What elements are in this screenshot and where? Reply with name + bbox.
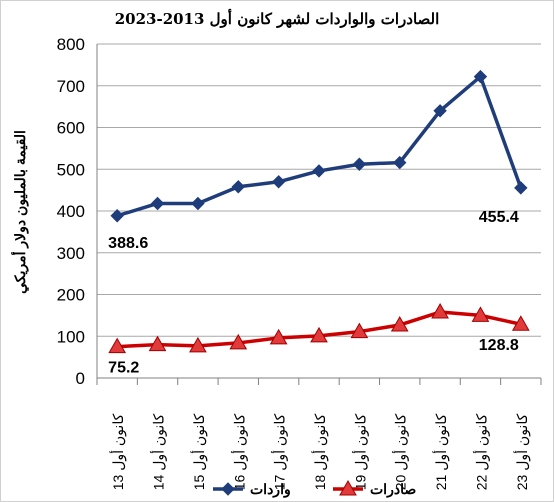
x-tick-label: كانون أول 20: [391, 413, 410, 490]
series-exports: [108, 303, 530, 354]
data-label: 75.2: [108, 360, 139, 377]
legend: واردات صادرات: [213, 479, 416, 498]
data-point: [390, 315, 409, 332]
y-tick-label: 500: [57, 160, 85, 179]
x-tick-labels: كانون أول 13 كانون أول 14 كانون أول 15 كانو…: [108, 413, 531, 490]
legend-label: واردات: [250, 481, 291, 498]
data-label: 388.6: [108, 235, 148, 252]
data-point: [339, 479, 357, 496]
y-tick-label: 400: [57, 202, 85, 221]
y-tick-label: 600: [57, 119, 85, 138]
data-point: [511, 315, 530, 331]
data-point: [231, 180, 245, 194]
y-tick-label: 300: [57, 244, 85, 263]
x-tick-label: كانون أول 22: [471, 413, 490, 490]
data-label: 128.8: [479, 337, 519, 354]
x-tick-label: كانون أول 23: [512, 413, 531, 490]
series-line: [116, 74, 523, 218]
data-point: [110, 209, 124, 223]
legend-item: واردات: [213, 481, 291, 498]
data-point: [514, 181, 528, 195]
x-tick-label: كانون أول 17: [270, 413, 289, 490]
data-point: [350, 322, 369, 339]
data-point: [393, 155, 407, 170]
data-point: [312, 164, 326, 178]
chart-title: الصادرات والواردات لشهر كانون أول 2013-2…: [114, 10, 440, 28]
x-tick-label: كانون أول 16: [229, 413, 248, 490]
legend-item: صادرات: [333, 479, 416, 498]
data-label: 455.4: [479, 209, 519, 226]
legend-label: صادرات: [370, 481, 416, 498]
data-point: [433, 104, 447, 118]
data-point: [191, 196, 205, 211]
x-tick-label: كانون أول 14: [149, 413, 168, 490]
data-point: [229, 333, 248, 350]
data-point: [150, 196, 165, 211]
data-point: [431, 303, 449, 319]
gridlines: [97, 43, 541, 337]
y-tick-label: 700: [57, 77, 85, 96]
y-tick-label: 0: [76, 369, 85, 388]
data-point: [148, 335, 167, 352]
x-tick-label: كانون أول 21: [431, 413, 450, 490]
y-tick-label: 800: [57, 35, 85, 54]
data-point: [269, 328, 288, 345]
y-axis-label: القيمة بالمليون دولار أمريكي: [10, 130, 29, 294]
data-point: [108, 337, 127, 354]
series-imports: [110, 69, 528, 223]
data-point: [471, 306, 490, 322]
data-point: [221, 482, 235, 496]
axes: [96, 44, 542, 385]
series: [108, 69, 530, 354]
data-point: [473, 69, 488, 84]
y-tick-label: 200: [57, 286, 85, 305]
data-point: [189, 336, 207, 353]
data-point: [310, 326, 328, 343]
y-tick-labels: 0 100 200 300 400 500 600 700 800: [57, 35, 85, 388]
data-labels: 388.6 455.4 75.2 128.8: [108, 209, 519, 377]
y-tick-label: 100: [57, 327, 85, 346]
data-point: [271, 175, 286, 189]
x-tick-label: كانون أول 19: [350, 413, 369, 490]
x-tick-label: كانون أول 13: [108, 413, 127, 490]
x-tick-label: كانون أول 18: [310, 413, 329, 490]
data-point: [352, 157, 367, 171]
x-tick-label: كانون أول 15: [189, 413, 208, 490]
